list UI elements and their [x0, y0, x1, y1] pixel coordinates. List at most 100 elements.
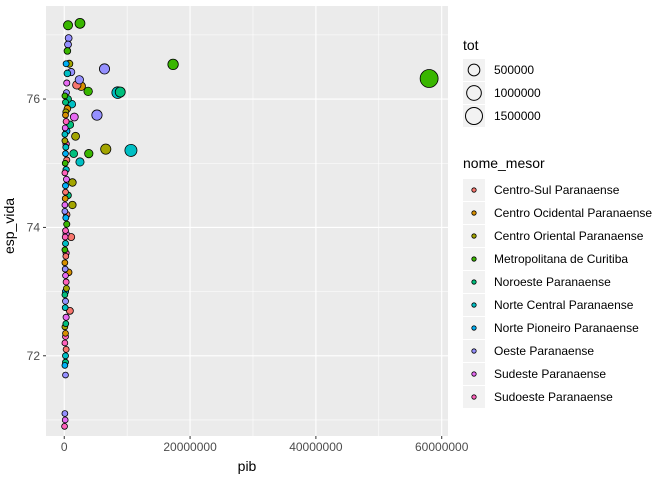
data-point — [62, 214, 70, 222]
color-legend: Centro-Sul Paranaense Centro Ocidental Pa… — [463, 179, 652, 408]
data-point — [61, 131, 69, 138]
data-point — [61, 304, 69, 311]
data-point — [61, 92, 69, 100]
data-point — [64, 34, 73, 42]
color-legend-dot — [471, 210, 477, 216]
data-point — [68, 200, 77, 210]
color-legend-title: nome_mesor — [463, 155, 545, 171]
data-point — [74, 75, 84, 85]
data-point — [62, 345, 70, 353]
size-legend-label: 500000 — [494, 63, 534, 77]
size-legend-circle — [466, 85, 482, 101]
data-point — [62, 297, 69, 305]
data-point — [61, 416, 69, 424]
data-point — [62, 60, 70, 68]
data-point — [124, 143, 138, 157]
color-legend-label: Centro-Sul Paranaense — [494, 183, 620, 197]
y-axis-title: esp_vida — [1, 198, 17, 254]
data-point — [62, 227, 69, 234]
data-point — [114, 86, 126, 98]
data-point — [84, 149, 94, 159]
data-point — [62, 182, 69, 190]
color-legend-label: Noroeste Paranaense — [494, 275, 611, 289]
x-tick-label: 60000000 — [415, 440, 469, 454]
data-point — [61, 423, 68, 430]
data-point — [69, 149, 78, 158]
color-legend-dot — [471, 256, 477, 262]
data-point — [63, 47, 72, 55]
data-point — [61, 195, 69, 202]
data-point — [83, 86, 93, 97]
size-legend-label: 1000000 — [494, 86, 541, 100]
axes-layer: 0 20000000 40000000 60000000 72 74 76 — [27, 92, 469, 454]
data-point — [61, 339, 69, 347]
x-tick-label: 40000000 — [289, 440, 343, 454]
color-legend-dot — [471, 233, 477, 239]
data-point — [61, 410, 69, 417]
color-legend-label: Sudoeste Paranaense — [494, 390, 613, 404]
data-point — [74, 17, 86, 29]
data-point — [62, 272, 69, 279]
data-point — [61, 137, 69, 145]
data-point — [63, 79, 71, 87]
data-point — [419, 69, 439, 88]
data-point — [62, 252, 70, 260]
data-point — [61, 259, 69, 267]
points-layer — [61, 17, 439, 430]
data-point — [62, 371, 69, 379]
color-legend-label: Sudeste Paranaense — [494, 367, 606, 381]
data-point — [61, 201, 69, 209]
color-legend-dot — [471, 279, 477, 285]
data-point — [61, 291, 69, 299]
y-tick-label: 76 — [27, 92, 41, 106]
data-point — [61, 159, 69, 167]
color-legend-label: Metropolitana de Curitiba — [494, 252, 628, 266]
data-point — [63, 20, 73, 31]
color-legend-dot — [471, 348, 477, 354]
data-point — [62, 313, 70, 321]
color-legend-dot — [471, 394, 477, 400]
data-point — [62, 320, 70, 328]
data-point — [61, 169, 69, 177]
data-point — [62, 98, 69, 106]
data-point — [62, 143, 70, 151]
x-tick-label: 0 — [61, 440, 68, 454]
data-point — [62, 111, 69, 119]
data-point — [62, 150, 69, 157]
data-point — [62, 118, 70, 125]
data-point — [62, 188, 69, 196]
size-legend-key — [463, 105, 485, 127]
data-point — [68, 178, 77, 187]
data-point — [62, 352, 69, 360]
data-point — [91, 109, 103, 121]
data-point — [75, 157, 85, 167]
color-legend-dot — [471, 302, 477, 308]
color-legend-dot — [471, 325, 477, 331]
data-point — [61, 124, 69, 132]
color-legend-dot — [471, 187, 477, 193]
y-tick-label: 74 — [27, 220, 41, 234]
color-legend-label: Norte Pioneiro Paranaense — [494, 321, 639, 335]
panel-background — [46, 6, 448, 436]
plot-panel — [46, 6, 448, 436]
size-legend: 500000 1000000 1500000 — [463, 59, 541, 127]
color-legend-label: Centro Oriental Paranaense — [494, 229, 644, 243]
size-legend-key — [463, 59, 485, 81]
x-tick-label: 20000000 — [163, 440, 217, 454]
data-point — [62, 329, 69, 337]
data-point — [61, 208, 69, 215]
color-legend-label: Centro Ocidental Paranaense — [494, 206, 652, 220]
y-tick-label: 72 — [27, 349, 41, 363]
data-point — [64, 40, 72, 49]
data-point — [69, 112, 79, 122]
data-point — [62, 278, 70, 286]
size-legend-circle — [467, 63, 481, 77]
x-axis-title: pib — [238, 458, 257, 474]
data-point — [61, 246, 69, 254]
data-point — [61, 233, 69, 241]
color-legend-dot — [471, 371, 477, 377]
data-point — [62, 240, 69, 247]
size-legend-title: tot — [463, 37, 479, 53]
